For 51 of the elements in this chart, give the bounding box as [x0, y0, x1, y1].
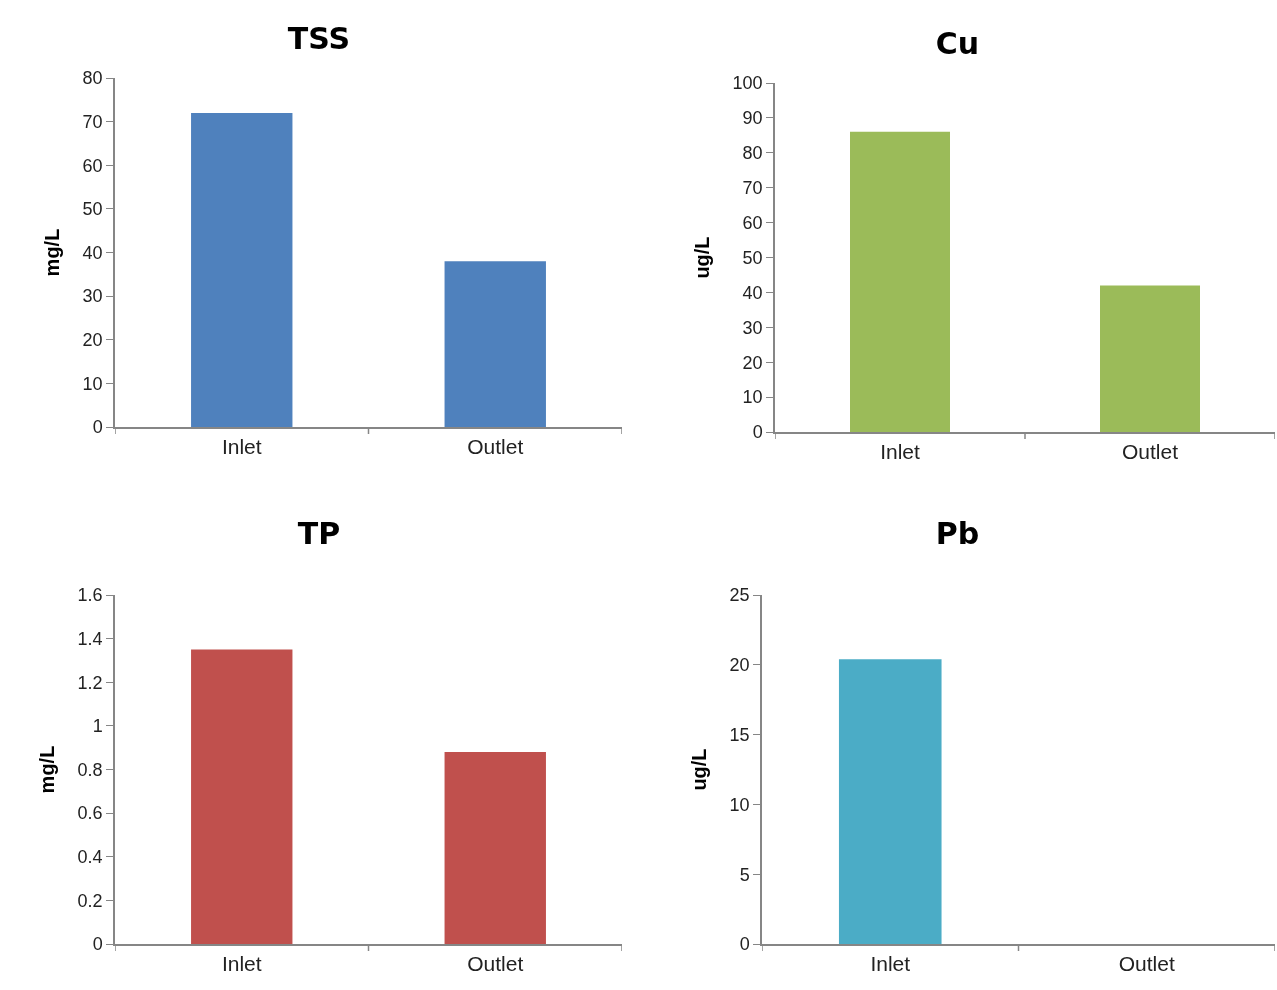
y-tick-label: 30 — [82, 286, 103, 307]
y-tick-label: 1.2 — [77, 672, 103, 693]
y-tick-label: 50 — [742, 247, 763, 268]
chart-title: Cu — [935, 26, 980, 61]
x-tick-label: Inlet — [221, 434, 262, 458]
y-tick-label: 30 — [742, 317, 763, 338]
y-tick-label: 40 — [82, 242, 103, 263]
chart-title: TP — [297, 516, 341, 551]
y-tick-label: 1.4 — [77, 628, 103, 649]
x-tick-label: Inlet — [870, 951, 911, 975]
y-axis-title: mg/L — [40, 228, 63, 277]
y-tick-label: 20 — [729, 655, 750, 676]
y-tick-label: 20 — [742, 352, 763, 373]
y-tick-label: 70 — [82, 111, 103, 132]
y-axis-title: ug/L — [687, 748, 710, 791]
y-tick-label: 60 — [742, 212, 763, 233]
x-tick-label: Outlet — [467, 434, 524, 458]
y-tick-label: 5 — [739, 864, 750, 885]
y-tick-label: 0 — [739, 934, 750, 955]
y-tick-label: 10 — [742, 387, 763, 408]
y-tick-label: 100 — [732, 73, 763, 94]
y-tick-label: 90 — [742, 108, 763, 129]
y-tick-label: 70 — [742, 178, 763, 198]
x-tick-label: Inlet — [221, 951, 262, 975]
y-tick-label: 0 — [92, 417, 103, 438]
y-tick-label: 80 — [742, 143, 763, 164]
y-tick-label: 60 — [82, 155, 103, 176]
y-tick-label: 0.2 — [77, 890, 103, 911]
y-axis-title: ug/L — [690, 236, 713, 279]
chart-title: Pb — [935, 516, 980, 551]
y-tick-label: 0.8 — [77, 759, 103, 780]
y-tick-label: 0 — [92, 934, 103, 955]
y-tick-label: 0 — [752, 422, 763, 443]
y-axis-title: mg/L — [35, 745, 58, 794]
y-tick-label: 0.6 — [77, 803, 103, 824]
y-tick-label: 0.4 — [77, 847, 103, 868]
y-tick-label: 1.6 — [77, 585, 103, 606]
y-tick-label: 10 — [82, 373, 103, 394]
y-tick-label: 10 — [729, 794, 750, 815]
y-tick-label: 80 — [82, 68, 103, 89]
chart-title: TSS — [287, 21, 351, 56]
x-tick-label: Outlet — [1118, 951, 1175, 975]
y-tick-label: 25 — [729, 585, 750, 606]
y-tick-label: 1 — [92, 716, 103, 737]
y-tick-label: 40 — [742, 282, 763, 303]
x-tick-label: Outlet — [1121, 439, 1179, 463]
x-tick-label: Inlet — [880, 439, 921, 463]
y-tick-label: 50 — [82, 199, 103, 220]
x-tick-label: Outlet — [467, 951, 524, 975]
y-tick-label: 15 — [729, 724, 750, 745]
y-tick-label: 20 — [82, 330, 103, 351]
